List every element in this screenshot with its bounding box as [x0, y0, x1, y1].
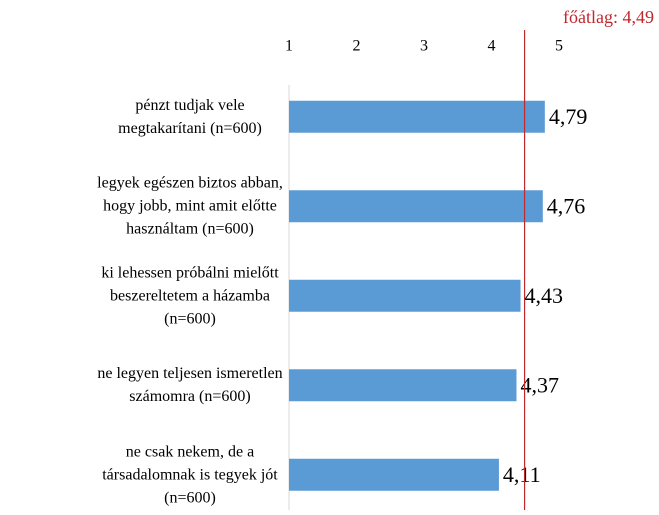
value-label: 4,37 — [520, 372, 559, 397]
value-label: 4,79 — [549, 104, 588, 129]
category-label: pénzt tudjak vele megtakarítani (n=600) — [118, 96, 262, 137]
value-label: 4,11 — [503, 462, 541, 487]
category-label: ne csak nekem, de a társadalomnak is teg… — [102, 443, 278, 507]
bar — [289, 190, 543, 223]
category-label: ki lehessen próbálni mielőtt beszereltet… — [101, 264, 279, 328]
x-tick-label: 1 — [285, 38, 293, 55]
reference-label: főátlag: 4,49 — [563, 7, 654, 27]
value-label: 4,43 — [525, 283, 564, 308]
x-tick-label: 3 — [420, 38, 428, 55]
value-label: 4,76 — [547, 193, 586, 218]
bar — [289, 279, 521, 312]
category-label: legyek egészen biztos abban, hogy jobb, … — [97, 174, 283, 238]
bar — [289, 458, 499, 491]
x-tick-label: 5 — [555, 38, 563, 55]
x-tick-label: 2 — [353, 38, 361, 55]
x-tick-label: 4 — [488, 38, 496, 55]
category-label: ne legyen teljesen ismeretlen számomra (… — [97, 365, 283, 406]
bar — [289, 369, 517, 402]
bar — [289, 100, 545, 133]
